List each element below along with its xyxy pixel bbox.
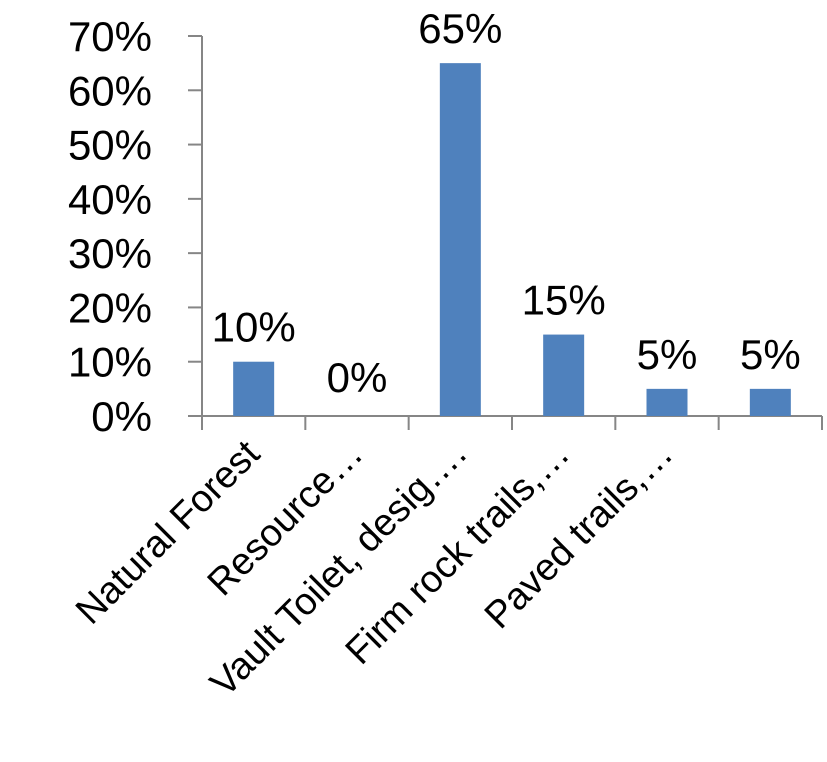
bar xyxy=(233,361,275,416)
data-label: 5% xyxy=(740,331,801,378)
y-axis-tick-label: 60% xyxy=(68,67,152,114)
data-label: 65% xyxy=(418,5,502,52)
data-label: 10% xyxy=(212,304,296,351)
x-axis-category-label: Paved trails,… xyxy=(477,433,681,637)
bar xyxy=(543,334,585,416)
data-label: 5% xyxy=(637,331,698,378)
y-axis-tick-label: 50% xyxy=(68,122,152,169)
chart-data-labels: 10% 0% 65% 15% 5% 5% xyxy=(212,5,801,401)
y-axis-tick-label: 0% xyxy=(91,393,152,440)
chart-axes xyxy=(188,35,823,430)
bar xyxy=(646,388,688,416)
y-axis-tick-label: 40% xyxy=(68,176,152,223)
data-label: 15% xyxy=(522,277,606,324)
y-axis-tick-label: 30% xyxy=(68,230,152,277)
y-axis-tick-label: 70% xyxy=(68,13,152,60)
y-axis-tick-label: 20% xyxy=(68,284,152,331)
y-axis-tick-label: 10% xyxy=(68,339,152,386)
data-label: 0% xyxy=(327,354,388,401)
bar xyxy=(439,63,481,417)
chart-bars xyxy=(233,63,791,417)
y-axis-tick-labels: 0% 10% 20% 30% 40% 50% 60% 70% xyxy=(68,13,152,440)
bar xyxy=(749,388,791,416)
x-axis-category-label: Natural Forest xyxy=(68,432,268,632)
